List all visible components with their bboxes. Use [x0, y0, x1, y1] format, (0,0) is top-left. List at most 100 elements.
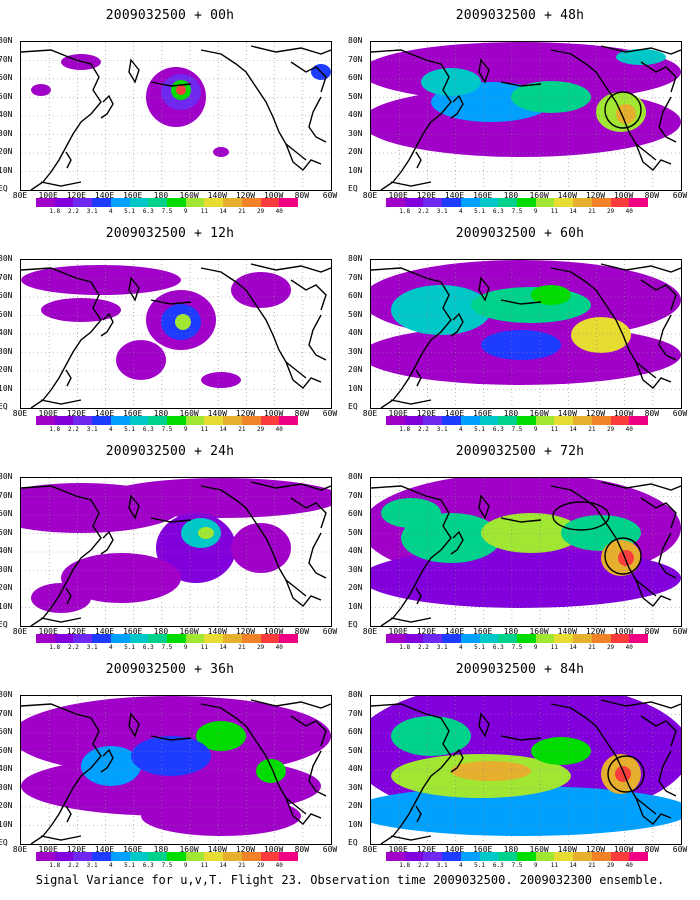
- forecast-panel-84h: 2009032500 + 84h 80N 70N 60N 50N 40N 30N 20N 10N…: [348, 654, 690, 874]
- longitude-label: 100W: [263, 627, 284, 636]
- colorbar-swatch: [404, 198, 424, 207]
- latitude-label: 50N: [348, 745, 363, 755]
- colorbar-swatch: [54, 852, 74, 861]
- colorbar-swatch: [404, 634, 424, 643]
- colorbar-swatch: [498, 852, 518, 861]
- target-region-circle: [552, 501, 610, 531]
- colorbar-swatch: [129, 852, 149, 861]
- colorbar-label: 3.1: [86, 426, 98, 433]
- colorbar-swatch: [185, 416, 205, 425]
- map-gridlines: [21, 478, 331, 626]
- longitude-label: 140W: [207, 627, 227, 636]
- longitude-label: 60W: [672, 409, 688, 418]
- latitude-label: 40N: [0, 328, 13, 337]
- colorbar-label: 9: [533, 426, 538, 433]
- colorbar-swatch: [610, 416, 630, 425]
- colorbar-label: 29: [256, 862, 265, 869]
- longitude-label: 80E: [12, 409, 28, 418]
- longitude-label: 60W: [322, 191, 338, 200]
- colorbar-swatch: [573, 416, 592, 425]
- longitude-label: 180: [503, 627, 519, 636]
- latitude-label: 60N: [0, 291, 13, 300]
- colorbar-label: 21: [588, 644, 596, 651]
- colorbar-swatch: [386, 416, 405, 425]
- longitude-label: 80W: [644, 409, 660, 418]
- latitude-label: 10N: [348, 165, 363, 175]
- map-gridlines: [21, 42, 331, 190]
- forecast-panel-00h: 2009032500 + 00h 80N 70N 60N 50N 40N 30N 20N 10N…: [0, 0, 340, 220]
- latitude-label: 50N: [348, 91, 363, 101]
- colorbar-label: 6.3: [492, 426, 504, 433]
- coastlines: [21, 263, 331, 408]
- colorbar-swatch: [460, 416, 480, 425]
- colorbar-swatch: [92, 634, 111, 643]
- longitude-label: 80E: [12, 845, 28, 854]
- colorbar-swatch: [36, 852, 55, 861]
- longitude-label: 140W: [557, 627, 577, 636]
- longitude-label: 60W: [322, 845, 338, 854]
- colorbar-swatch: [554, 852, 574, 861]
- latitude-label: 30N: [0, 564, 13, 574]
- panel-title: 2009032500 + 24h: [105, 444, 235, 459]
- latitude-label: EQ: [0, 838, 8, 847]
- colorbar-swatch: [498, 634, 518, 643]
- longitude-label: 180: [503, 409, 519, 418]
- map-gridlines: [371, 696, 681, 844]
- latitude-label: 70N: [0, 272, 13, 282]
- panel-title: 2009032500 + 00h: [105, 8, 235, 23]
- colorbar-swatch: [36, 634, 55, 643]
- colorbar-label: 2.2: [418, 208, 429, 215]
- latitude-label: 20N: [348, 147, 363, 156]
- colorbar-label: 2.2: [418, 862, 429, 869]
- colorbar-label: 7.5: [161, 862, 173, 869]
- map-gridlines: [371, 42, 681, 190]
- colorbar-swatch: [73, 634, 93, 643]
- colorbar-swatch: [167, 416, 186, 425]
- latitude-label: 10N: [0, 383, 13, 393]
- longitude-label: 180: [153, 845, 169, 854]
- latitude-label: 20N: [0, 801, 13, 810]
- longitude-label: 160W: [529, 191, 549, 200]
- colorbar-swatch: [279, 198, 299, 207]
- colorbar-swatch: [629, 852, 649, 861]
- longitude-label: 120W: [585, 191, 606, 200]
- colorbar-label: 1.8: [49, 426, 61, 433]
- colorbar-swatch: [554, 634, 574, 643]
- colorbar-swatch: [517, 634, 536, 643]
- signal-variance-map: [370, 259, 682, 409]
- latitude-label: 10N: [348, 601, 363, 611]
- colorbar-label: 2.2: [418, 644, 429, 651]
- colorbar-swatch: [260, 198, 280, 207]
- colorbar-swatch: [167, 198, 186, 207]
- longitude-label: 140W: [207, 409, 227, 418]
- longitude-label: 100E: [388, 191, 408, 200]
- colorbar-swatch: [442, 416, 461, 425]
- colorbar-swatch: [204, 634, 224, 643]
- longitude-label: 100W: [613, 627, 634, 636]
- longitude-label: 140E: [94, 627, 115, 636]
- latitude-label: 30N: [348, 782, 363, 792]
- colorbar-swatch: [423, 852, 443, 861]
- variance-field: [371, 696, 681, 836]
- colorbar-label: 6.3: [142, 208, 154, 215]
- target-region-circle: [607, 755, 645, 793]
- colorbar-swatch: [591, 852, 611, 861]
- colorbar-label: 5.1: [474, 208, 485, 215]
- longitude-label: 120W: [585, 845, 606, 854]
- longitude-label: 100E: [38, 627, 58, 636]
- latitude-label: EQ: [348, 838, 358, 847]
- colorbar-label: 40: [275, 426, 283, 433]
- colorbar-label: 11: [550, 644, 559, 651]
- longitude-label: 160W: [179, 409, 199, 418]
- colorbar-label: 5.1: [474, 644, 485, 651]
- map-canvas: [21, 260, 331, 408]
- colorbar: [386, 198, 649, 207]
- colorbar-label: 11: [550, 208, 559, 215]
- colorbar-label: 14: [219, 208, 227, 215]
- colorbar-label: 4: [459, 208, 463, 215]
- latitude-label: 30N: [0, 128, 13, 138]
- longitude-label: 120E: [416, 627, 436, 636]
- latitude-label: 10N: [0, 819, 13, 829]
- latitude-label: 80N: [348, 472, 363, 481]
- longitude-label: 140E: [94, 409, 115, 418]
